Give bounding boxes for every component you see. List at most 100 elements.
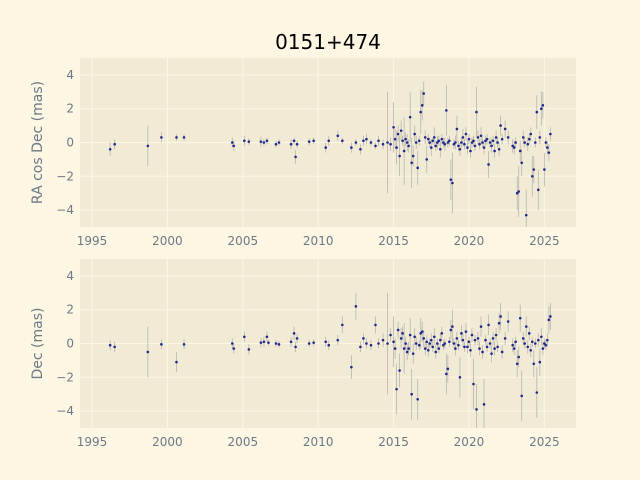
data-point	[417, 139, 421, 143]
data-point	[420, 104, 424, 107]
data-point	[514, 141, 517, 144]
data-point	[419, 332, 423, 335]
data-point	[546, 338, 549, 342]
data-point	[230, 342, 234, 345]
data-point	[464, 132, 468, 136]
data-point	[476, 337, 480, 340]
data-point	[434, 144, 438, 148]
data-point	[532, 168, 536, 171]
data-point	[457, 343, 460, 347]
data-point	[503, 337, 507, 340]
data-point	[490, 144, 493, 148]
data-point	[463, 142, 466, 146]
data-point	[476, 136, 480, 139]
data-point	[146, 350, 150, 354]
data-point	[398, 369, 401, 372]
y-tick-label: −2	[56, 370, 74, 384]
data-point	[405, 141, 409, 144]
data-point	[461, 136, 465, 139]
data-point	[523, 141, 527, 144]
data-point	[442, 343, 445, 347]
data-point	[473, 144, 477, 148]
data-point	[455, 127, 459, 131]
x-tick-label: 2020	[454, 435, 485, 449]
data-point	[485, 137, 489, 141]
data-point	[230, 141, 234, 144]
data-point	[327, 343, 331, 347]
data-point	[464, 330, 468, 333]
data-point	[515, 362, 519, 366]
y-tick-label: 0	[66, 337, 74, 351]
data-point	[436, 342, 439, 345]
data-point	[515, 191, 519, 195]
data-point	[484, 338, 487, 342]
data-point	[493, 347, 496, 350]
data-point	[482, 146, 486, 149]
data-point	[517, 190, 521, 193]
data-point	[470, 333, 474, 337]
data-point	[496, 141, 499, 144]
data-point	[512, 347, 516, 350]
data-point	[365, 137, 368, 141]
data-point	[484, 139, 487, 143]
data-point	[518, 149, 522, 153]
data-point	[401, 332, 404, 335]
data-point	[448, 139, 451, 143]
data-point	[182, 136, 186, 139]
y-tick-label: −4	[56, 203, 74, 217]
data-point	[160, 343, 163, 346]
y-tick-label: 4	[66, 269, 74, 283]
data-point	[469, 348, 472, 352]
data-point	[374, 144, 377, 148]
data-point	[479, 325, 483, 328]
data-point	[426, 348, 430, 352]
data-point	[232, 347, 236, 350]
data-point	[381, 142, 385, 146]
data-point	[407, 144, 410, 148]
x-tick-label: 2015	[378, 234, 409, 248]
data-point	[496, 345, 499, 349]
data-point	[493, 149, 496, 153]
data-point	[428, 141, 432, 144]
data-point	[429, 338, 433, 342]
x-tick-label: 2005	[228, 234, 259, 248]
data-point	[307, 140, 311, 143]
data-point	[524, 213, 528, 217]
data-point	[521, 337, 525, 340]
data-point	[500, 350, 504, 354]
data-point	[294, 155, 297, 159]
data-point	[436, 141, 439, 144]
data-point	[488, 342, 492, 345]
data-point	[336, 338, 340, 342]
data-point	[491, 337, 495, 340]
data-point	[431, 139, 435, 143]
data-point	[369, 343, 373, 347]
data-point	[470, 141, 474, 144]
x-tick-label: 2015	[378, 435, 409, 449]
data-point	[481, 141, 484, 144]
data-point	[533, 342, 537, 345]
data-point	[527, 137, 531, 141]
data-point	[487, 163, 490, 166]
data-point	[546, 146, 549, 149]
data-point	[341, 323, 344, 327]
data-point	[389, 142, 392, 146]
data-point	[432, 136, 436, 139]
data-point	[460, 141, 463, 144]
data-point	[530, 340, 534, 344]
data-point	[324, 146, 328, 149]
data-point	[463, 345, 466, 349]
data-point	[526, 142, 530, 146]
ra-panel: 1995 2000 2005 2010 2015 2020 2025 −4 −2 0 2 4 RA co…	[30, 58, 576, 248]
data-point	[416, 166, 420, 170]
data-point	[446, 141, 450, 144]
data-point	[350, 365, 353, 369]
data-point	[277, 141, 281, 144]
data-point	[274, 342, 278, 345]
data-point	[359, 147, 362, 151]
data-point	[354, 141, 358, 144]
y-tick-label: 0	[66, 136, 74, 150]
data-point	[365, 342, 368, 345]
data-point	[395, 387, 398, 391]
data-point	[404, 342, 407, 345]
